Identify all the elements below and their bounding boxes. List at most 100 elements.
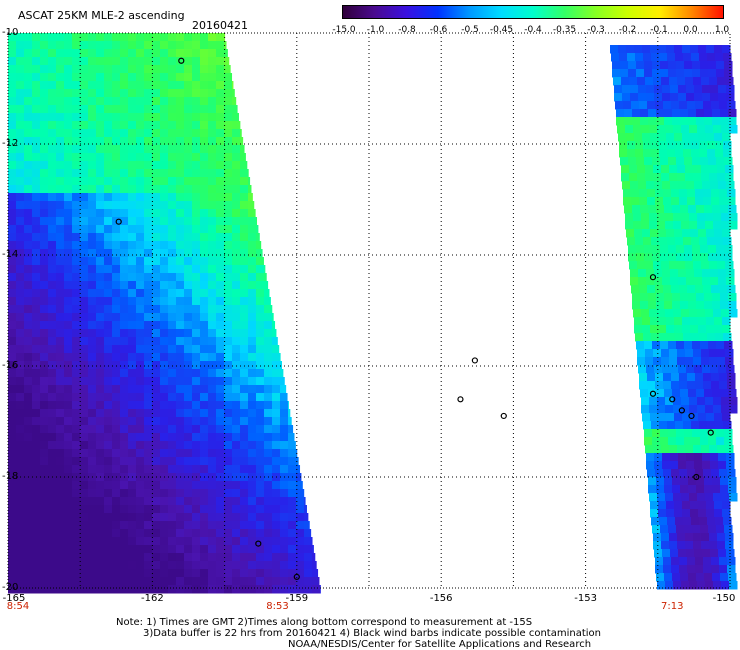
data-cell [288,521,297,530]
data-cell [184,409,193,418]
data-cell [720,573,729,582]
data-cell [176,265,185,274]
data-cell [676,253,685,262]
data-cell [80,433,89,442]
data-cell [32,513,41,522]
data-cell [224,233,233,242]
data-cell [200,337,209,346]
data-cell [224,297,233,306]
data-cell [624,205,633,214]
data-cell [48,129,57,138]
data-cell [280,353,281,362]
data-cell [120,537,129,546]
data-cell [659,517,668,526]
data-cell [160,513,169,522]
data-cell [666,501,675,510]
data-cell [56,321,65,330]
data-cell [40,529,49,538]
data-cell [80,65,89,74]
data-cell [104,193,113,202]
data-cell [713,405,722,414]
data-cell [128,97,137,106]
data-cell [136,121,145,130]
data-cell [699,149,708,158]
data-cell [112,353,121,362]
data-cell [176,297,185,306]
data-cell [643,333,652,342]
data-cell [686,85,695,94]
data-cell [304,521,310,530]
data-cell [216,257,225,266]
data-cell [708,157,717,166]
data-cell [144,369,153,378]
data-cell [104,529,113,538]
data-cell [224,457,233,466]
data-cell [693,261,702,270]
data-cell [64,49,73,58]
data-cell [8,153,17,162]
data-cell [208,505,217,514]
data-cell [248,361,257,370]
data-cell [718,365,727,374]
data-cell [655,373,664,382]
data-cell [152,465,161,474]
data-cell [160,161,169,170]
data-cell [692,61,701,70]
data-cell [152,577,161,586]
data-cell [32,57,41,66]
data-cell [656,109,665,118]
data-cell [160,145,169,154]
data-cell [689,213,698,222]
data-cell [88,73,97,82]
data-cell [96,569,105,578]
data-cell [674,509,683,518]
data-cell [256,433,265,442]
data-cell [679,381,688,390]
data-cell [48,281,57,290]
data-cell [136,537,145,546]
data-cell [652,245,661,254]
data-cell [184,249,193,258]
data-cell [8,441,17,450]
data-cell [650,325,659,334]
data-cell [216,569,225,578]
data-cell [232,353,241,362]
data-cell [16,417,25,426]
data-cell [240,297,249,306]
data-cell [676,437,685,446]
data-cell [232,449,241,458]
data-cell [200,89,209,98]
data-cell [72,289,81,298]
data-cell [48,433,57,442]
data-cell [160,561,169,570]
data-cell [80,177,89,186]
data-cell [144,121,153,130]
data-cell [640,117,649,126]
data-cell [646,93,655,102]
data-cell [208,89,217,98]
data-cell [635,237,644,246]
data-cell [88,489,97,498]
data-cell [224,121,233,130]
data-cell [674,133,683,142]
data-cell [691,333,700,342]
data-cell [48,305,57,314]
data-cell [80,505,89,514]
data-cell [712,293,721,302]
data-cell [280,417,289,426]
data-cell [40,97,49,106]
data-cell [240,497,249,506]
data-cell [697,213,706,222]
data-cell [152,201,161,210]
data-cell [104,489,113,498]
data-cell [88,577,97,586]
island-outline [471,357,478,364]
data-cell [232,169,241,178]
data-cell [684,437,693,446]
data-cell [168,481,177,490]
data-cell [112,505,121,514]
data-cell [80,489,89,498]
data-cell [128,497,137,506]
data-cell [653,173,662,182]
data-cell [669,173,678,182]
